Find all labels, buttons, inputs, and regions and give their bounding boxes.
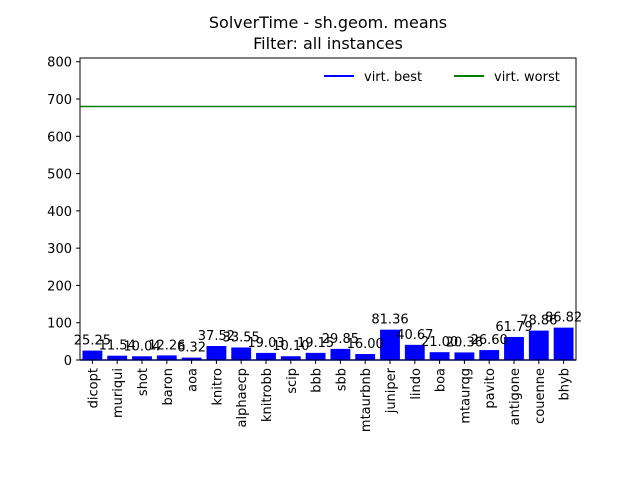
bar-bbb — [305, 352, 326, 360]
x-tick-label-scip: scip — [285, 368, 300, 394]
x-tick-label-dicopt: dicopt — [86, 368, 101, 408]
x-tick-label-boa: boa — [434, 368, 449, 392]
data-labels: 25.2511.5410.0412.266.3237.5233.5519.031… — [74, 311, 582, 356]
bar-baron — [156, 355, 177, 360]
data-label-baron: 12.26 — [148, 338, 185, 353]
legend-label-virt-worst: virt. worst — [494, 70, 560, 85]
x-tick-label-knitrobb: knitrobb — [260, 368, 275, 422]
x-tick-label-bbb: bbb — [310, 368, 325, 393]
data-label-pavito: 26.60 — [471, 333, 508, 348]
y-tick-label-200: 200 — [47, 279, 72, 294]
x-tick-label-alphaecp: alphaecp — [235, 368, 250, 427]
data-label-aoa: 6.32 — [177, 341, 206, 356]
y-tick-label-300: 300 — [47, 242, 72, 257]
y-tick-label-400: 400 — [47, 205, 72, 220]
x-tick-label-lindo: lindo — [409, 368, 424, 400]
data-label-couenne: 78.86 — [520, 314, 557, 329]
data-label-bhyb: 86.82 — [545, 311, 582, 326]
y-tick-label-0: 0 — [64, 354, 72, 369]
x-tick-label-mtaurbnb: mtaurbnb — [359, 368, 374, 432]
bar-aoa — [181, 357, 202, 360]
data-label-juniper: 81.36 — [371, 313, 408, 328]
bars-group — [82, 327, 574, 360]
x-tick-label-bhyb: bhyb — [558, 368, 573, 400]
data-label-knitro: 37.52 — [198, 329, 235, 344]
data-label-lindo: 40.67 — [396, 328, 433, 343]
legend-label-virt-best: virt. best — [364, 70, 422, 85]
y-tick-label-800: 800 — [47, 56, 72, 71]
bar-knitro — [206, 346, 227, 360]
y-tick-label-500: 500 — [47, 168, 72, 183]
data-label-shot: 10.04 — [123, 339, 160, 354]
data-label-mtaurbnb: 16.00 — [347, 337, 384, 352]
x-tick-label-mtaurqg: mtaurqg — [458, 368, 473, 424]
bar-scip — [280, 356, 301, 360]
chart-subtitle: Filter: all instances — [253, 34, 403, 53]
bar-lindo — [404, 344, 425, 360]
bar-mtaurbnb — [355, 354, 376, 360]
x-tick-label-baron: baron — [161, 368, 176, 405]
x-tick-label-sbb: sbb — [334, 368, 349, 391]
x-tick-label-antigone: antigone — [508, 368, 523, 425]
data-label-knitrobb: 19.03 — [247, 336, 284, 351]
x-tick-label-pavito: pavito — [483, 368, 498, 409]
bar-boa — [429, 352, 450, 360]
data-label-bbb: 19.15 — [297, 336, 334, 351]
y-tick-label-600: 600 — [47, 130, 72, 145]
x-tick-label-aoa: aoa — [186, 368, 201, 392]
bar-alphaecp — [231, 347, 252, 360]
bar-dicopt — [82, 350, 103, 360]
bar-knitrobb — [256, 352, 276, 360]
x-tick-label-shot: shot — [136, 368, 151, 396]
bar-antigone — [504, 336, 524, 360]
data-label-mtaurqg: 20.36 — [446, 335, 483, 350]
chart-title: SolverTime - sh.geom. means — [209, 13, 447, 32]
bar-couenne — [528, 330, 549, 360]
data-label-sbb: 29.85 — [322, 332, 359, 347]
x-tick-label-couenne: couenne — [533, 368, 548, 424]
x-tick-label-knitro: knitro — [210, 368, 225, 406]
data-label-muriqui: 11.54 — [99, 339, 136, 354]
x-tick-label-muriqui: muriqui — [111, 368, 126, 418]
bar-muriqui — [107, 355, 128, 360]
data-label-boa: 21.00 — [421, 335, 458, 350]
data-label-antigone: 61.79 — [495, 320, 532, 335]
bar-mtaurqg — [454, 352, 475, 360]
y-tick-label-100: 100 — [47, 317, 72, 332]
legend: virt. best virt. worst — [324, 70, 560, 85]
data-label-scip: 10.10 — [272, 339, 309, 354]
bar-sbb — [330, 348, 351, 360]
data-label-alphaecp: 33.55 — [223, 330, 260, 345]
plot-frame — [79, 57, 577, 361]
y-tick-label-700: 700 — [47, 93, 72, 108]
x-tick-label-juniper: juniper — [384, 367, 399, 414]
x-axis: dicopt muriqui shot baron aoa knitro alphaecp k… — [86, 360, 573, 432]
bar-juniper — [380, 329, 400, 360]
y-axis: 0 100 200 300 400 500 600 700 800 — [47, 56, 80, 369]
bar-bhyb — [553, 327, 574, 360]
data-label-dicopt: 25.25 — [74, 334, 111, 349]
bar-pavito — [479, 350, 500, 360]
bar-shot — [132, 356, 152, 360]
